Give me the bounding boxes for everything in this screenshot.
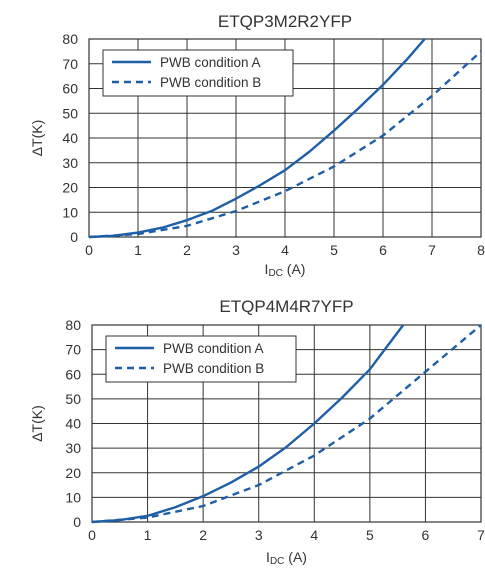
y-tick-label: 20: [62, 180, 78, 196]
legend-label: PWB condition B: [163, 361, 264, 376]
y-tick-label: 50: [62, 105, 78, 121]
series-line-a: [88, 38, 426, 239]
plot-frame: [91, 324, 482, 523]
x-axis-label-unit: (A): [283, 261, 306, 277]
x-tick-label: 6: [422, 527, 430, 543]
y-axis-label: ΔT(K): [29, 405, 45, 442]
x-tick-label: 1: [144, 527, 152, 543]
y-tick-label: 80: [62, 31, 78, 47]
y-tick-label: 10: [62, 204, 78, 220]
y-tick-label: 30: [65, 440, 81, 456]
x-axis-label-main: I: [265, 261, 269, 277]
x-axis-label-main: I: [266, 549, 270, 565]
legend-label: PWB condition B: [160, 75, 261, 90]
x-tick-label: 1: [134, 242, 142, 258]
y-tick-label: 60: [65, 366, 81, 382]
legend-box: [102, 49, 294, 97]
series-line-a: [91, 324, 405, 524]
y-tick-label: 40: [62, 130, 78, 146]
plot-frame: [88, 38, 482, 238]
y-tick-label: 10: [65, 489, 81, 505]
y-tick-label: 30: [62, 155, 78, 171]
x-axis-label: IDC (A): [266, 549, 307, 567]
x-tick-label: 7: [477, 527, 485, 543]
y-tick-label: 0: [73, 514, 81, 530]
x-axis-label-sub: DC: [270, 556, 284, 567]
series-line-b: [91, 324, 482, 524]
legend-label: PWB condition A: [163, 341, 264, 356]
x-tick-label: 0: [88, 527, 96, 543]
y-tick-label: 50: [65, 391, 81, 407]
series-line-b: [88, 50, 482, 239]
series-group: [91, 324, 482, 524]
y-tick-label: 80: [65, 317, 81, 333]
legend-label: PWB condition A: [160, 55, 261, 70]
y-tick-label: 20: [65, 465, 81, 481]
y-tick-label: 70: [62, 56, 78, 72]
chart-title: ETQP4M4R7YFP: [219, 297, 353, 316]
x-axis-label-unit: (A): [284, 549, 307, 565]
x-axis-label: IDC (A): [265, 261, 306, 279]
x-tick-label: 3: [232, 242, 240, 258]
x-tick-label: 2: [199, 527, 207, 543]
chart-title: ETQP3M2R2YFP: [218, 12, 352, 31]
y-tick-label: 70: [65, 342, 81, 358]
y-tick-label: 40: [65, 416, 81, 432]
x-tick-label: 7: [428, 242, 436, 258]
x-tick-label: 4: [310, 527, 318, 543]
x-tick-label: 2: [183, 242, 191, 258]
x-tick-label: 5: [330, 242, 338, 258]
x-tick-label: 0: [85, 242, 93, 258]
legend: PWB condition A PWB condition B: [102, 49, 294, 97]
x-tick-label: 3: [255, 527, 263, 543]
y-tick-label: 60: [62, 81, 78, 97]
y-tick-label: 0: [70, 229, 78, 245]
x-tick-label: 6: [379, 242, 387, 258]
x-tick-label: 4: [281, 242, 289, 258]
series-group: [88, 38, 482, 239]
x-tick-label: 8: [477, 242, 485, 258]
legend: PWB condition A PWB condition B: [105, 335, 297, 383]
y-axis-label: ΔT(K): [29, 120, 45, 157]
x-tick-label: 5: [366, 527, 374, 543]
x-axis-label-sub: DC: [268, 268, 282, 279]
legend-box: [105, 335, 297, 383]
